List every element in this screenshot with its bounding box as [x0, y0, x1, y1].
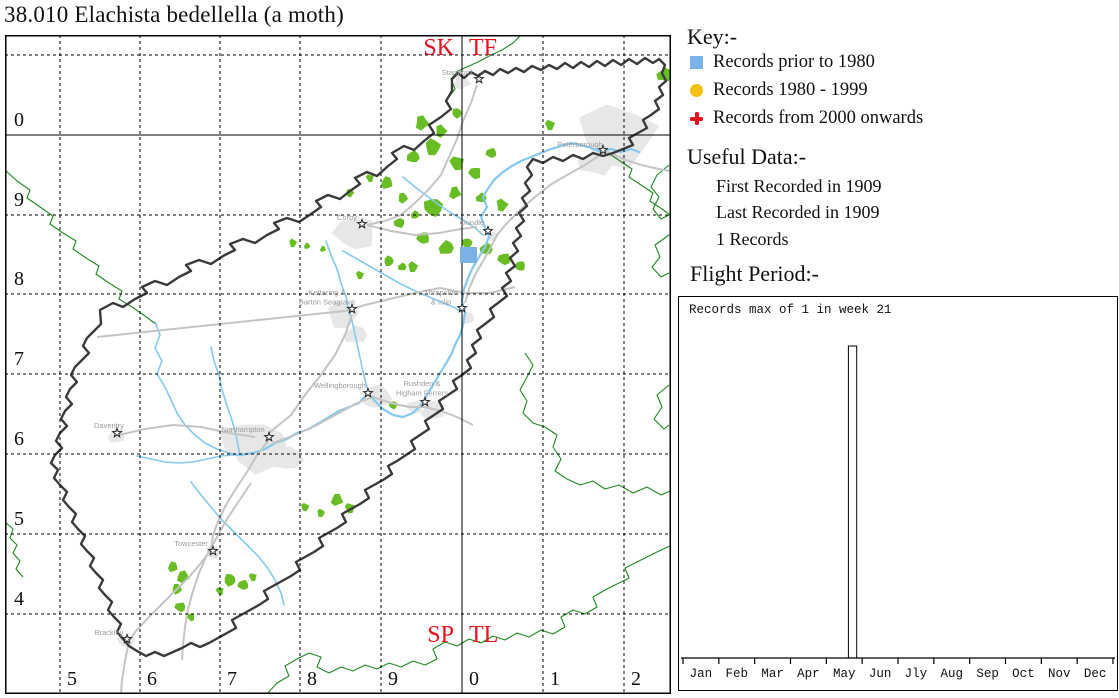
month-tick-label: Apr [797, 667, 820, 681]
useful-data-line: 1 Records [716, 228, 789, 249]
grid-number: 9 [14, 189, 24, 211]
key-heading: Key:- [687, 24, 738, 49]
record-markers [460, 247, 477, 263]
key-marker-square-icon [690, 55, 703, 69]
svg-text:Brackley: Brackley [95, 628, 124, 637]
key-item: Records prior to 1980 [690, 48, 923, 76]
town-marker: Oundle [460, 218, 494, 236]
svg-text:Corby: Corby [337, 213, 357, 222]
svg-text:Kettering &: Kettering & [308, 288, 345, 297]
grid-letter-SP: SP [427, 622, 454, 648]
distribution-map: SK TF SP TL 0 9 8 7 6 5 4 5 6 7 8 9 0 1 2 Stamford Peterbo… [5, 35, 671, 694]
town-marker: Peterborough [557, 140, 609, 155]
town-marker: Daventry [94, 421, 124, 438]
svg-text:Towcester: Towcester [174, 539, 208, 548]
useful-data-line: First Recorded in 1909 [716, 176, 882, 196]
month-tick-label: Dec [1084, 667, 1107, 681]
svg-text:Higham Ferrers: Higham Ferrers [396, 389, 448, 398]
month-tick-label: Oct [1012, 667, 1035, 681]
useful-data-lines: First Recorded in 1909 Last Recorded in 1… [716, 176, 881, 255]
grid-number: 6 [147, 668, 157, 690]
flight-period-chart: Records max of 1 in week 21 Jan Feb Mar Apr M… [678, 296, 1118, 691]
grid-number: 8 [307, 668, 317, 690]
map-border [5, 35, 671, 694]
svg-text:Northampton: Northampton [221, 425, 264, 434]
grid-letter-SK: SK [423, 35, 454, 61]
month-tick-label: Nov [1048, 667, 1071, 681]
svg-text:Barton Seagrave: Barton Seagrave [299, 298, 355, 307]
record-marker-prior-1980 [460, 247, 477, 263]
grid-number: 7 [14, 348, 24, 370]
key-item-label: Records from 2000 onwards [713, 108, 924, 129]
svg-text:Daventry: Daventry [94, 421, 124, 430]
county-boundary [49, 56, 668, 658]
grid-number: 9 [388, 668, 398, 690]
flight-period-heading: Flight Period:- [690, 261, 819, 286]
town-marker: Corby [337, 213, 368, 229]
town-markers: Stamford Peterborough Corby Oundle Kettering… [94, 68, 609, 644]
month-tick-label: Mar [761, 667, 784, 681]
grid-number: 1 [550, 668, 560, 690]
map-panel: SK TF SP TL 0 9 8 7 6 5 4 5 6 7 8 9 0 1 2 Stamford Peterbo… [5, 35, 671, 694]
grid-number: 6 [14, 428, 24, 450]
month-tick-label: Jan [690, 667, 713, 681]
town-marker: Stamford [442, 68, 485, 84]
key-item: Records 1980 - 1999 [690, 76, 923, 104]
grid-numbers: 0 9 8 7 6 5 4 5 6 7 8 9 0 1 2 [14, 109, 641, 690]
grid-number: 4 [14, 588, 24, 610]
chart-annotation: Records max of 1 in week 21 [689, 303, 892, 317]
town-marker: Thrapston& Islip [424, 288, 468, 313]
grid-number: 0 [469, 668, 479, 690]
key-legend: Records prior to 1980 Records 1980 - 1999… [690, 48, 923, 133]
svg-text:Thrapston: Thrapston [424, 288, 458, 297]
month-tick-label: Aug [941, 667, 964, 681]
key-marker-cross-icon [690, 112, 703, 126]
month-tick-label: Feb [726, 667, 749, 681]
svg-text:Wellingborough: Wellingborough [314, 381, 366, 390]
urban-areas [107, 74, 660, 648]
town-marker: Kettering &Barton Seagrave [299, 288, 358, 314]
svg-text:Rushden &: Rushden & [403, 379, 440, 388]
grid-number: 2 [631, 668, 641, 690]
svg-text:Stamford: Stamford [442, 68, 472, 77]
vice-county-boundary-lines [5, 35, 671, 694]
svg-text:& Islip: & Islip [431, 298, 451, 307]
grid-letter-TL: TL [469, 622, 498, 648]
month-tick-label: Sep [976, 667, 999, 681]
town-marker: Brackley [95, 628, 133, 644]
town-marker: Rushden &Higham Ferrers [396, 379, 448, 407]
key-item-label: Records 1980 - 1999 [713, 80, 868, 101]
flight-period-bar [847, 345, 858, 659]
grid-number: 8 [14, 268, 24, 290]
grid-number: 7 [227, 668, 237, 690]
grid-number: 0 [14, 109, 24, 131]
key-marker-circle-icon [690, 84, 703, 98]
town-marker: Towcester [174, 539, 219, 556]
key-item: Records from 2000 onwards [690, 105, 923, 133]
svg-text:Peterborough: Peterborough [557, 140, 602, 149]
grid-lines [5, 35, 671, 694]
key-item-label: Records prior to 1980 [713, 51, 875, 72]
month-tick-label: May [833, 667, 856, 681]
useful-data-heading: Useful Data:- [687, 144, 807, 169]
town-marker: Wellingborough [314, 381, 374, 398]
month-tick-label: Jun [869, 667, 892, 681]
town-marker: Northampton [221, 425, 275, 442]
grid-letter-TF: TF [469, 35, 497, 61]
grid-number: 5 [14, 508, 24, 530]
grid-letters: SK TF SP TL [423, 35, 498, 648]
useful-data-line: Last Recorded in 1909 [716, 202, 880, 223]
svg-text:Oundle: Oundle [460, 218, 484, 227]
month-tick-label: Jly [905, 667, 928, 681]
grid-number: 5 [67, 668, 77, 690]
page-title: 38.010 Elachista bedellella (a moth) [4, 2, 344, 27]
